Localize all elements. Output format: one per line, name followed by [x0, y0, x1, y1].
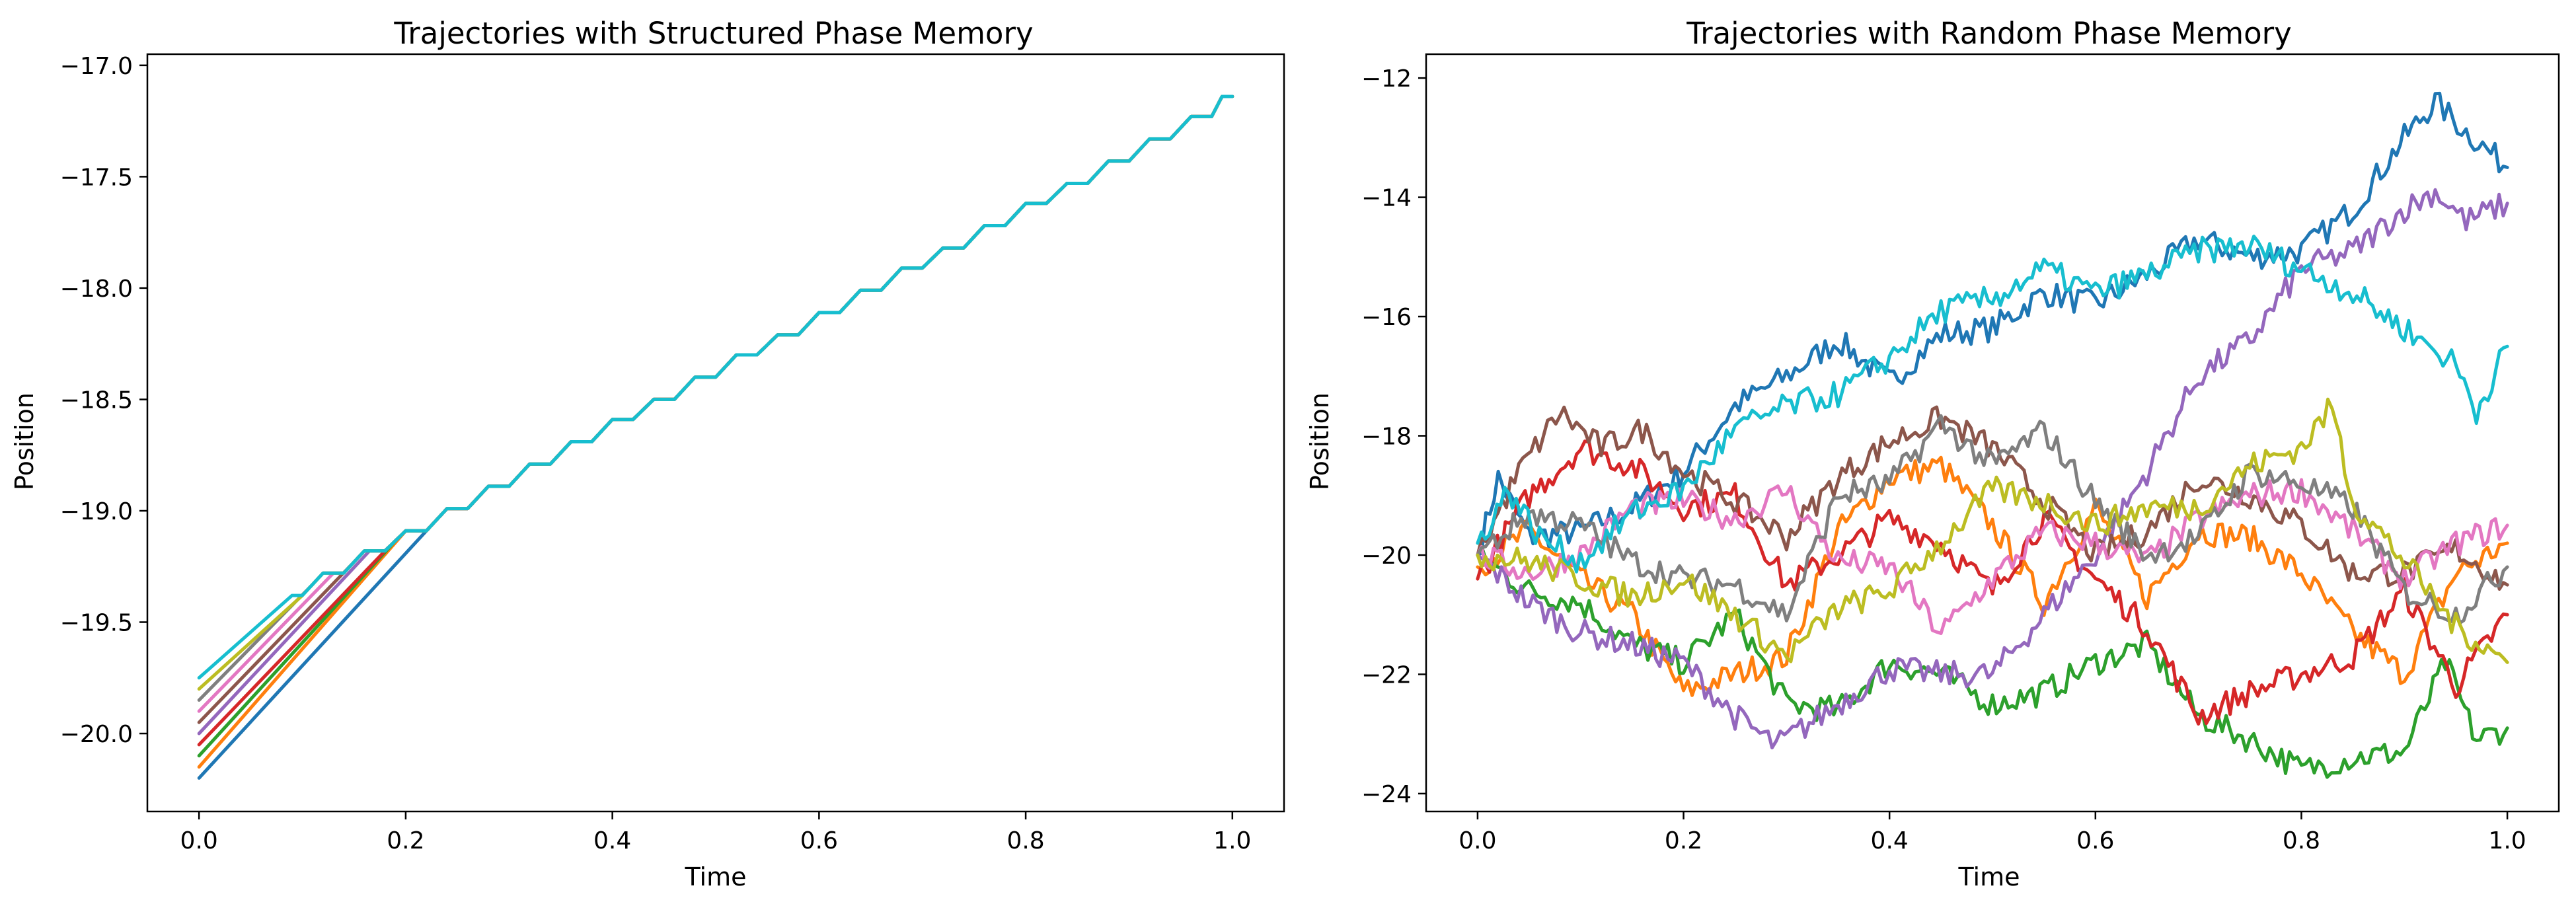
panel-2-xtick-label: 0.0 — [1458, 827, 1496, 854]
random-series-line — [1476, 188, 2509, 749]
panel-1-ytick-label: −18.5 — [60, 387, 133, 414]
random-series-line — [1476, 478, 2509, 635]
panel-1-xtick-label: 1.0 — [1213, 827, 1251, 854]
panel-1-xtick-label: 0.8 — [1006, 827, 1044, 854]
panel-1-ytick-label: −18.0 — [60, 276, 133, 303]
random-series-line — [1476, 414, 2509, 625]
panel-1-title: Trajectories with Structured Phase Memor… — [393, 16, 1033, 51]
structured-series-line — [197, 94, 1234, 680]
panel-2-ylabel: Position — [1305, 393, 1334, 490]
random-series-line — [1476, 91, 2509, 557]
random-series-line — [1476, 397, 2509, 664]
panel-1-ytick-label: −17.5 — [60, 164, 133, 191]
panel-2-axes-frame — [1425, 53, 2560, 813]
panel-2-ytick-label: −14 — [1361, 185, 1412, 212]
panel-1-ytick-label: −17.0 — [60, 53, 133, 80]
random-series-line — [1476, 544, 2509, 779]
panel-1-xtick-label: 0.6 — [800, 827, 838, 854]
panel-2-ytick-label: −20 — [1361, 543, 1412, 570]
panel-1-xtick-label: 0.2 — [387, 827, 424, 854]
panel-random-phase-memory: 0.0 0.2 0.4 0.6 0.8 1.0 −24 −22 −20 −18 −16 −14 −12 — [1361, 53, 2560, 854]
panel-1-ylabel: Position — [10, 393, 39, 490]
panel-2-xtick-label: 0.4 — [1871, 827, 1909, 854]
panel-2-ytick-label: −12 — [1361, 65, 1412, 93]
random-series-line — [1476, 405, 2509, 591]
panel-1-axes-frame — [146, 53, 1285, 813]
panel-1-xtick-label: 0.0 — [180, 827, 218, 854]
panel-2-title: Trajectories with Random Phase Memory — [1686, 16, 2292, 51]
panel-2-xlabel: Time — [1958, 862, 2020, 891]
panel-1-ytick-label: −19.0 — [60, 498, 133, 525]
panel-2-xtick-label: 1.0 — [2488, 827, 2526, 854]
panel-1-ytick-label: −20.0 — [60, 721, 133, 748]
panel-2-ytick-label: −24 — [1361, 781, 1412, 808]
panel-1-xlabel: Time — [685, 862, 747, 891]
panel-structured-phase-memory: 0.0 0.2 0.4 0.6 0.8 1.0 −20.0 −19.5 −19.0 −18.5 −1… — [60, 53, 1285, 854]
panel-1-ytick-label: −19.5 — [60, 610, 133, 637]
panel-2-ytick-label: −16 — [1361, 304, 1412, 331]
panel-2-ytick-label: −22 — [1361, 661, 1412, 689]
panel-1-xtick-label: 0.4 — [593, 827, 631, 854]
random-series-line — [1476, 235, 2509, 574]
panel-2-xtick-label: 0.6 — [2076, 827, 2114, 854]
panel-2-xtick-label: 0.2 — [1665, 827, 1702, 854]
random-series-line — [1476, 455, 2509, 697]
panel-2-ytick-label: −18 — [1361, 424, 1412, 451]
panel-2-xtick-label: 0.8 — [2283, 827, 2320, 854]
